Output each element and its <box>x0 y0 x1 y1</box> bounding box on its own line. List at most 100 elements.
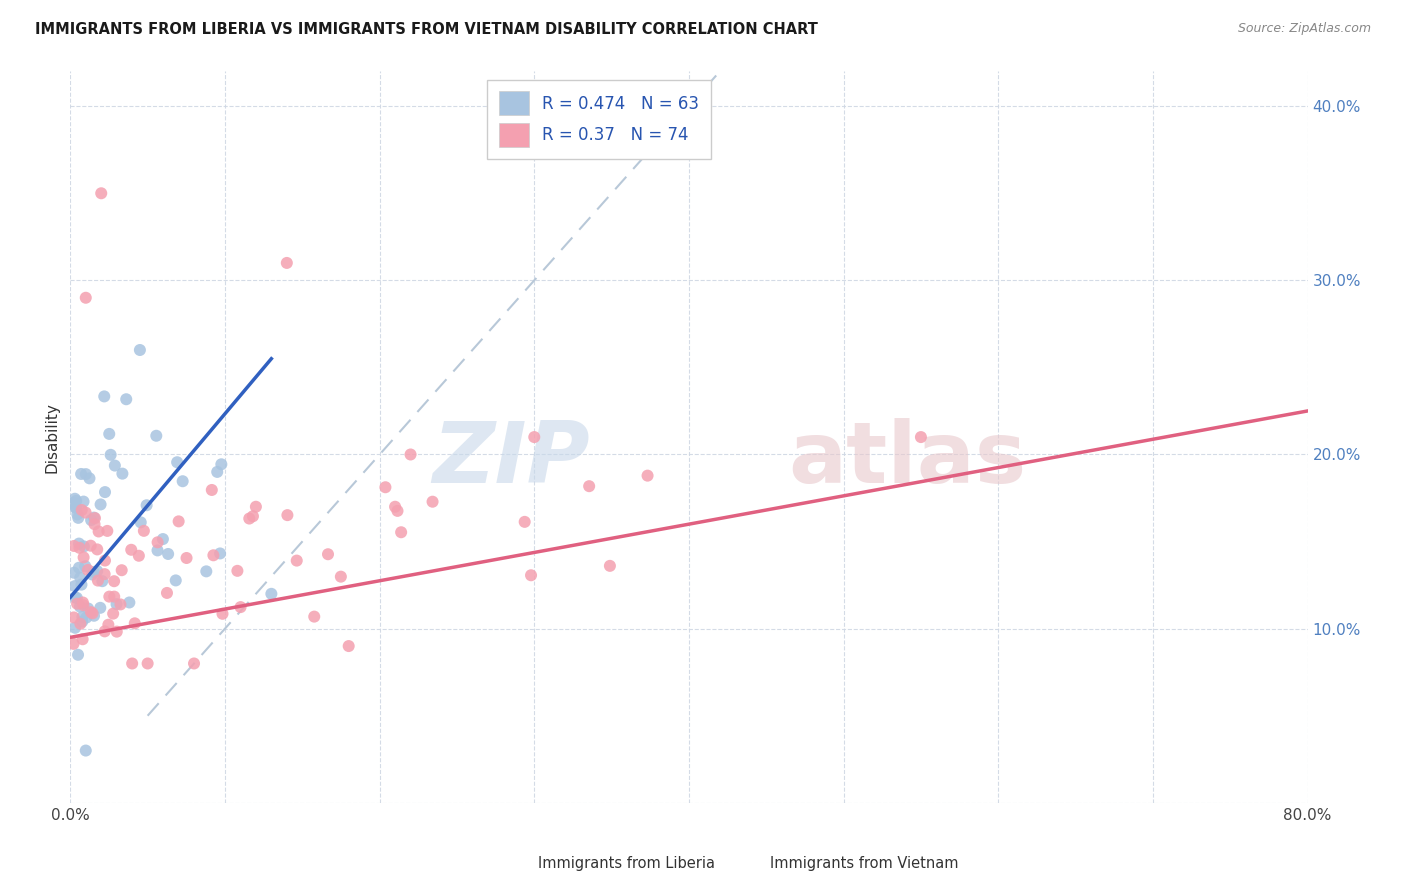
Point <box>242 509 264 524</box>
Point <box>67 536 90 550</box>
Point <box>77 563 100 577</box>
Point <box>157 547 180 561</box>
Point <box>520 568 543 582</box>
Point <box>93 567 115 582</box>
Point <box>66 597 89 611</box>
Point <box>111 563 134 577</box>
Point <box>75 743 97 757</box>
Point <box>103 574 125 589</box>
Point <box>96 524 118 538</box>
Point <box>110 598 132 612</box>
Point <box>207 465 229 479</box>
Point <box>65 493 87 508</box>
Point <box>132 524 155 538</box>
Text: Source: ZipAtlas.com: Source: ZipAtlas.com <box>1237 22 1371 36</box>
Point <box>245 500 267 514</box>
Point <box>172 474 194 488</box>
Point <box>422 494 444 508</box>
Text: ZIP: ZIP <box>432 417 591 500</box>
Point <box>79 471 101 485</box>
Point <box>69 599 91 614</box>
Point <box>100 448 122 462</box>
Point <box>79 539 101 553</box>
Point <box>66 591 89 605</box>
Legend: R = 0.474   N = 63, R = 0.37   N = 74: R = 0.474 N = 63, R = 0.37 N = 74 <box>486 79 710 159</box>
Point <box>70 615 93 629</box>
Point <box>63 566 86 580</box>
Point <box>374 480 396 494</box>
Point <box>80 513 103 527</box>
Point <box>75 291 97 305</box>
Point <box>75 610 97 624</box>
Point <box>201 483 224 497</box>
Point <box>65 500 87 515</box>
Point <box>260 587 283 601</box>
Point <box>87 524 110 539</box>
Point <box>72 550 94 565</box>
Point <box>124 616 146 631</box>
Point <box>94 485 117 500</box>
Point <box>128 549 150 563</box>
Point <box>238 511 260 525</box>
Point <box>637 468 659 483</box>
Point <box>145 429 167 443</box>
Point <box>89 600 111 615</box>
Point <box>135 498 157 512</box>
Point <box>90 186 112 201</box>
Point <box>98 426 121 441</box>
Point <box>66 508 89 522</box>
Point <box>67 511 90 525</box>
Point <box>384 500 406 514</box>
Point <box>87 574 110 588</box>
Point <box>83 510 105 524</box>
Point <box>337 639 360 653</box>
Point <box>910 430 932 444</box>
Point <box>83 517 105 532</box>
Point <box>82 607 104 621</box>
Point <box>69 616 91 631</box>
Point <box>65 500 87 515</box>
Point <box>129 516 152 530</box>
Point <box>156 586 179 600</box>
Point <box>63 491 86 506</box>
Point <box>165 574 187 588</box>
Point <box>72 610 94 624</box>
Point <box>304 609 326 624</box>
Point <box>67 560 90 574</box>
Point <box>72 494 94 508</box>
Point <box>72 599 94 613</box>
Point <box>111 467 134 481</box>
Point <box>229 600 252 615</box>
Point <box>226 564 249 578</box>
Point <box>70 577 93 591</box>
Point <box>63 539 86 553</box>
Point <box>75 506 97 520</box>
Point <box>146 535 169 549</box>
Point <box>101 607 124 621</box>
Point <box>70 467 93 481</box>
Point <box>72 595 94 609</box>
Point <box>70 503 93 517</box>
Point <box>523 430 546 444</box>
Point <box>86 542 108 557</box>
Point <box>166 455 188 469</box>
Point <box>103 590 125 604</box>
Point <box>146 543 169 558</box>
Point <box>72 632 94 647</box>
Point <box>67 648 90 662</box>
Point <box>276 256 298 270</box>
Point <box>91 574 114 589</box>
Point <box>83 565 105 579</box>
Point <box>115 392 138 407</box>
Point <box>104 458 127 473</box>
Point <box>67 541 90 555</box>
Point <box>513 515 536 529</box>
Point <box>389 525 412 540</box>
Point <box>82 567 104 582</box>
Text: IMMIGRANTS FROM LIBERIA VS IMMIGRANTS FROM VIETNAM DISABILITY CORRELATION CHART: IMMIGRANTS FROM LIBERIA VS IMMIGRANTS FR… <box>35 22 818 37</box>
Point <box>209 458 232 472</box>
Point <box>86 564 108 578</box>
Point <box>63 579 86 593</box>
Point <box>80 605 103 619</box>
Point <box>118 595 141 609</box>
